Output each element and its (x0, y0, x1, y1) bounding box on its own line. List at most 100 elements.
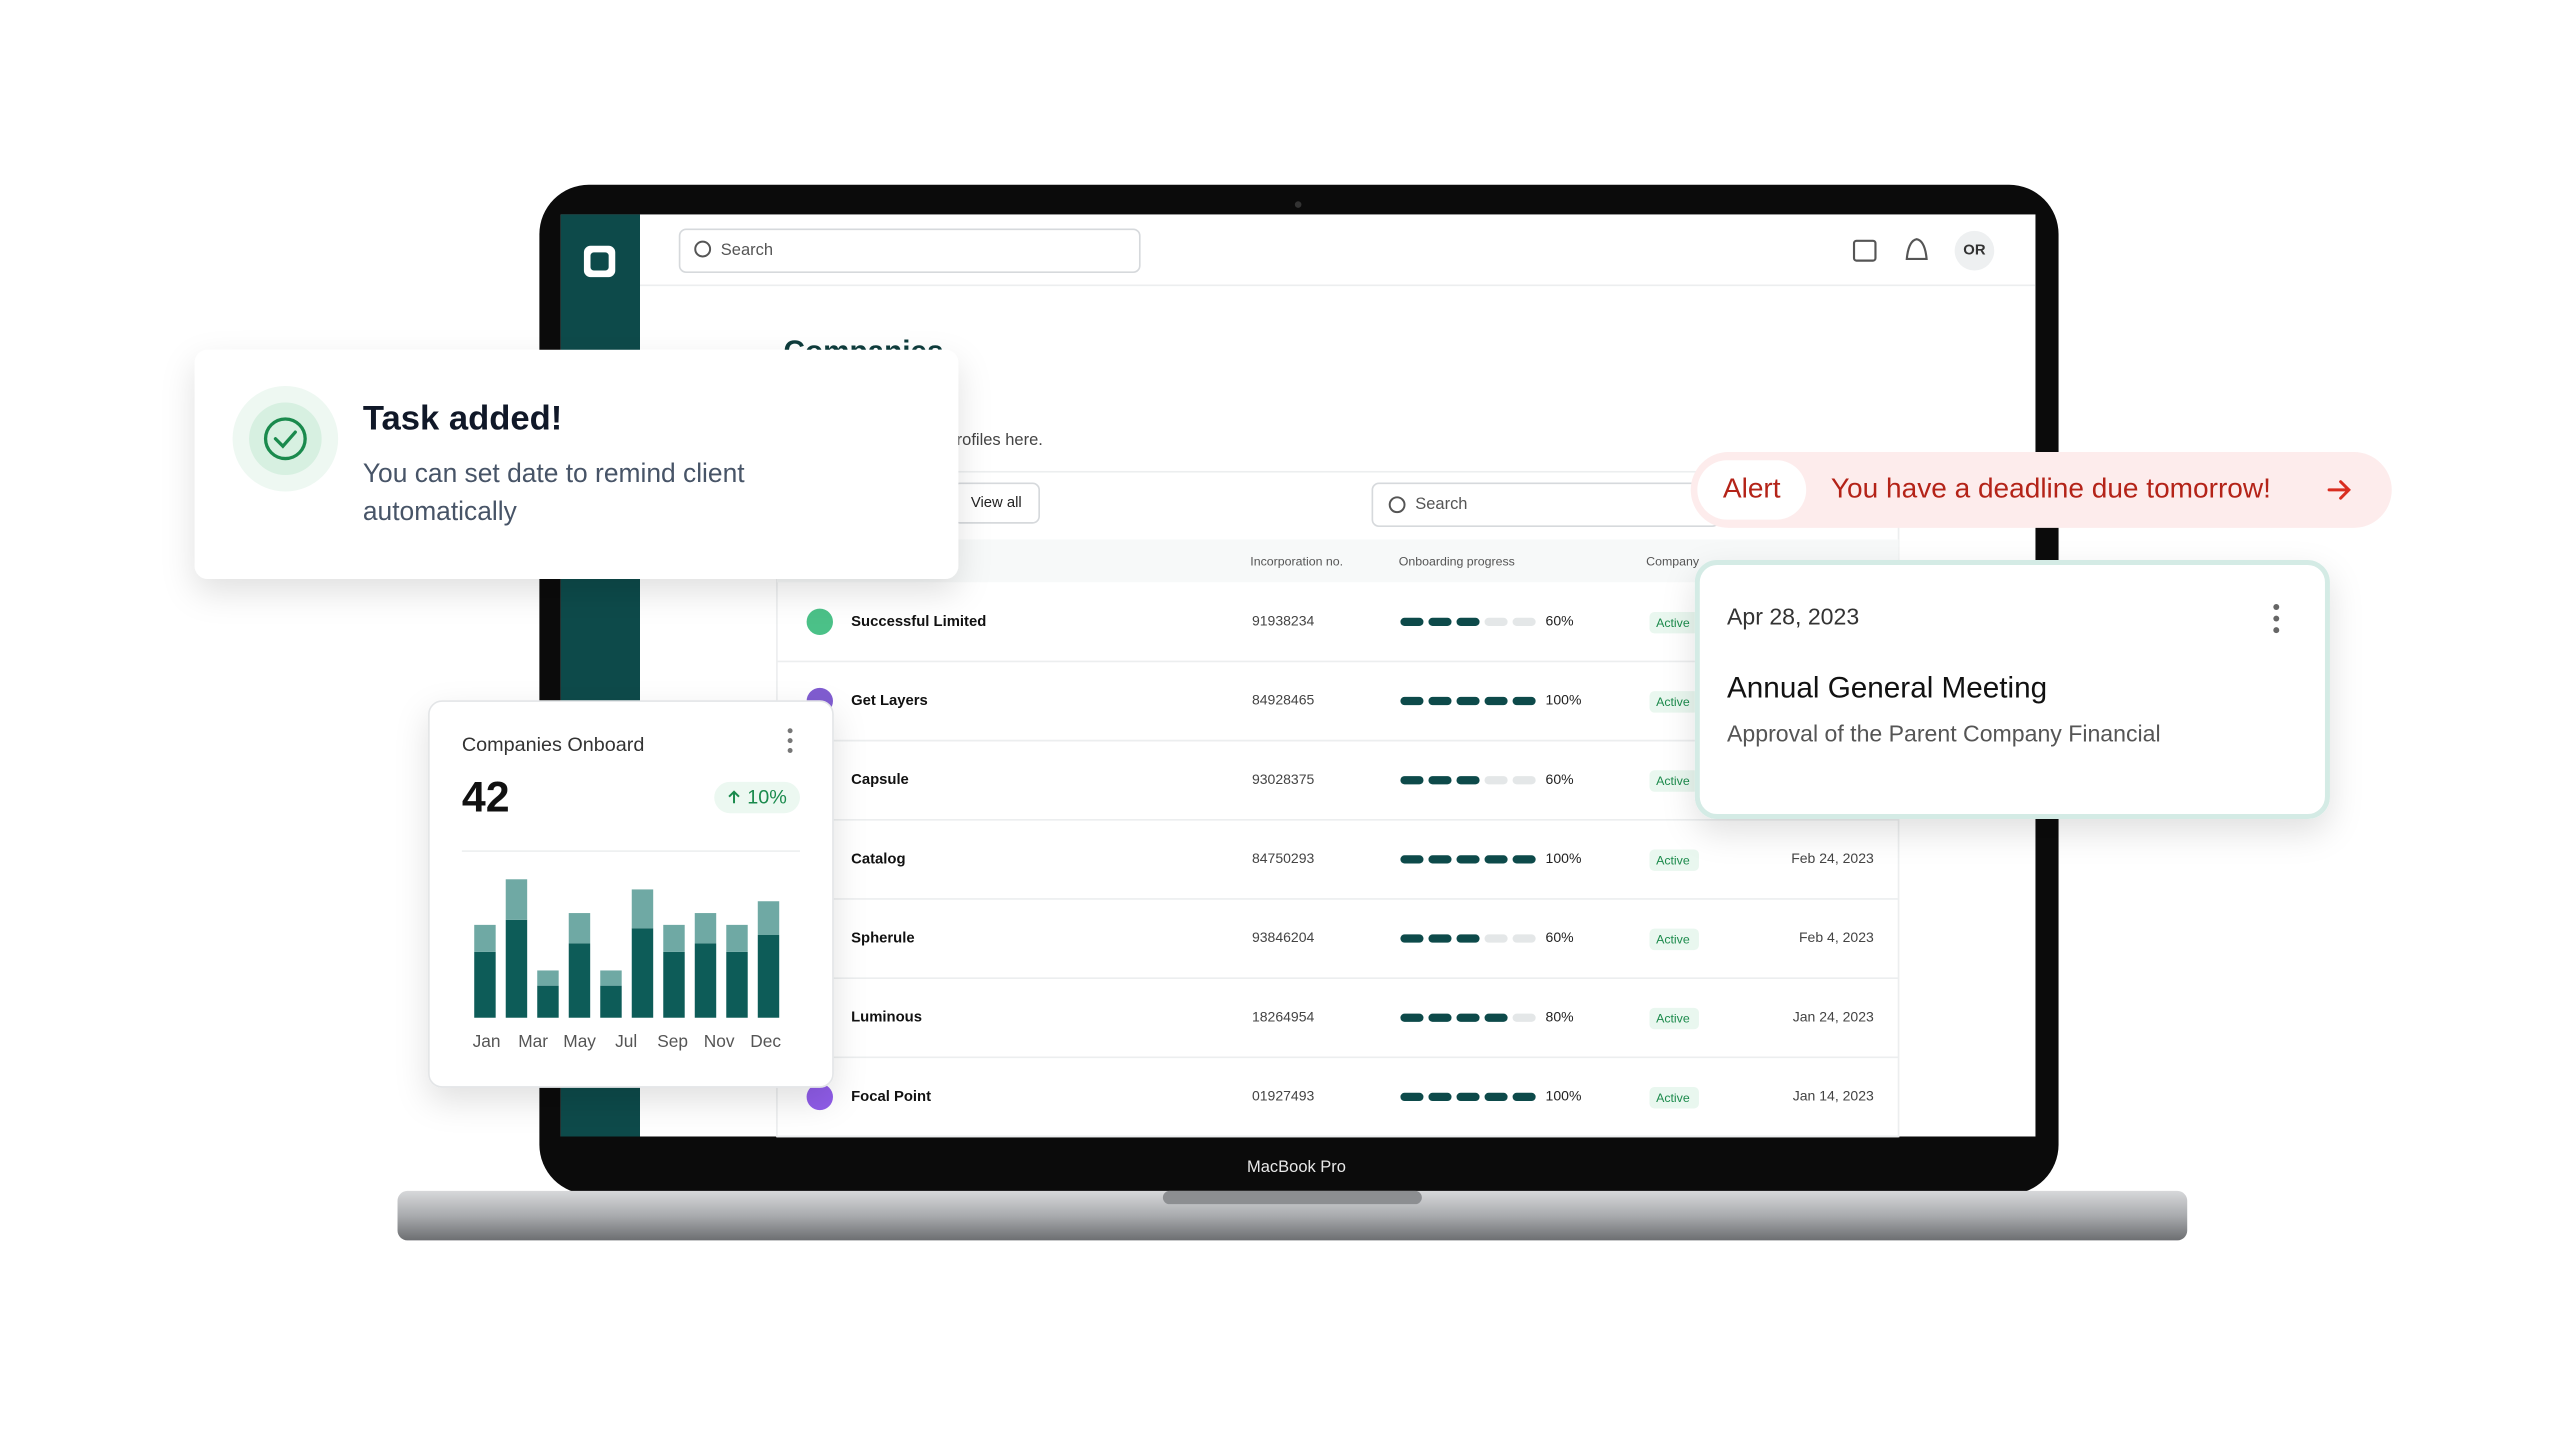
alert-tag: Alert (1723, 472, 1781, 503)
progress-segment (1484, 1092, 1508, 1102)
page-subtitle: rofiles here. (957, 431, 1043, 449)
bar-segment (631, 889, 654, 929)
incorporation-number: 84750293 (1252, 850, 1315, 866)
progress-segment (1456, 934, 1480, 943)
progress-segment (1400, 855, 1424, 864)
onboard-count: 42 (462, 773, 510, 821)
alert-arrow (2327, 480, 2351, 500)
bar-segment (631, 928, 654, 1018)
toast-halo-inner (249, 402, 322, 476)
progress-segment (1512, 696, 1536, 706)
status: Active (1656, 774, 1690, 788)
date: Feb 24, 2023 (1791, 850, 1874, 866)
status: Active (1656, 1012, 1690, 1026)
event-description: Approval of the Parent Company Financial (1727, 721, 2161, 747)
column-header: Company (1646, 555, 1700, 569)
menu-dot[interactable] (787, 738, 793, 744)
progress-segment (1428, 1092, 1452, 1102)
incorporation-number: 93028375 (1252, 771, 1315, 787)
menu-dot[interactable] (2273, 604, 2280, 610)
progress-segment (1400, 696, 1424, 706)
bar-segment (726, 951, 748, 1018)
bar-segment (694, 943, 717, 1018)
progress-segment (1456, 855, 1480, 864)
bar-segment (663, 924, 685, 952)
bar-segment (505, 879, 528, 920)
menu-dot[interactable] (2273, 615, 2280, 622)
menu-dot[interactable] (2273, 627, 2280, 634)
bar-segment (537, 970, 559, 986)
progress-segment (1400, 934, 1424, 943)
incorporation-number: 18264954 (1252, 1008, 1315, 1024)
status-pill (1649, 928, 1699, 951)
progress-segment (1428, 855, 1452, 864)
search-box[interactable] (678, 228, 1141, 273)
laptop-notch (1162, 1190, 1422, 1205)
menu-dot[interactable] (787, 728, 793, 734)
bar-segment (600, 970, 622, 986)
table-search-placeholder: Search (1415, 495, 1467, 513)
event-card (1694, 560, 2330, 819)
avatar-initials: OR (1963, 243, 1986, 259)
progress-segment (1456, 1013, 1480, 1022)
progress-segment (1484, 1013, 1508, 1022)
company-name: Get Layers (851, 693, 928, 709)
x-label: Mar (518, 1031, 548, 1051)
gift-icon[interactable] (1852, 239, 1877, 262)
alert-bar[interactable] (1690, 451, 2392, 528)
progress-segment (1512, 855, 1536, 864)
onboard-title: Companies Onboard (462, 734, 645, 756)
search-icon (694, 240, 712, 258)
column-header: Incorporation no. (1250, 555, 1343, 569)
progress-segment (1428, 776, 1452, 785)
x-label: Sep (657, 1031, 688, 1051)
status: Active (1656, 853, 1690, 867)
date: Jan 14, 2023 (1793, 1088, 1874, 1104)
date: Feb 4, 2023 (1799, 929, 1874, 945)
bar-segment (474, 951, 496, 1018)
progress-segment (1456, 696, 1480, 706)
avatar[interactable] (1954, 230, 1995, 271)
progress-label: 60% (1546, 929, 1574, 945)
alert-tag-bg (1697, 460, 1807, 520)
toast-title: Task added! (363, 400, 562, 438)
column-header: Onboarding progress (1399, 555, 1515, 569)
x-label: Nov (704, 1031, 735, 1051)
company-icon (806, 608, 833, 636)
x-label: Jan (473, 1031, 501, 1051)
progress-label: 60% (1546, 771, 1574, 787)
date: Jan 24, 2023 (1793, 1008, 1874, 1024)
bell-icon[interactable] (1905, 238, 1928, 261)
status-pill (1649, 1007, 1699, 1030)
company-name: Focal Point (851, 1089, 931, 1105)
progress-segment (1400, 617, 1424, 626)
camera (1294, 201, 1302, 208)
change-arrow (728, 790, 740, 804)
status-pill (1649, 770, 1699, 792)
progress-segment (1428, 617, 1452, 626)
bar-segment (505, 919, 528, 1018)
progress-segment (1456, 776, 1480, 785)
bar-segment (757, 935, 780, 1018)
progress-label: 80% (1546, 1008, 1574, 1024)
company-name: Spherule (851, 930, 914, 946)
progress-label: 100% (1546, 1088, 1582, 1104)
progress-segment (1512, 1013, 1536, 1022)
status-pill (1649, 691, 1699, 713)
progress-segment (1484, 696, 1508, 706)
progress-label: 100% (1546, 850, 1582, 866)
progress-label: 60% (1546, 613, 1574, 629)
progress-segment (1484, 934, 1508, 943)
status: Active (1656, 1091, 1690, 1105)
progress-segment (1400, 1092, 1424, 1102)
status: Active (1656, 695, 1690, 709)
progress-segment (1428, 1013, 1452, 1022)
incorporation-number: 84928465 (1252, 692, 1315, 708)
toast-body: automatically (363, 496, 518, 526)
progress-segment (1484, 855, 1508, 864)
company-name: Capsule (851, 772, 909, 788)
change-value: 10% (747, 787, 787, 809)
view-all-label: View all (971, 495, 1022, 511)
menu-dot[interactable] (787, 748, 793, 753)
